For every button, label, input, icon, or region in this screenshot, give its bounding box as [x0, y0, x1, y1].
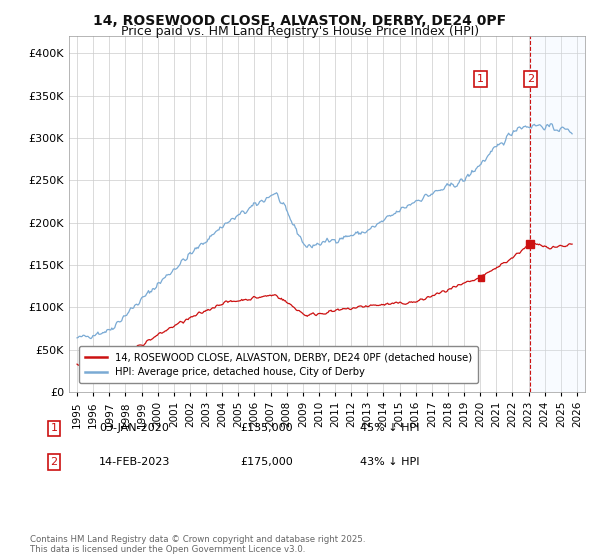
Text: £135,000: £135,000	[240, 423, 293, 433]
Text: Price paid vs. HM Land Registry's House Price Index (HPI): Price paid vs. HM Land Registry's House …	[121, 25, 479, 38]
Text: £175,000: £175,000	[240, 457, 293, 467]
Text: 03-JAN-2020: 03-JAN-2020	[99, 423, 169, 433]
Bar	[530, 36, 585, 392]
Text: 2: 2	[50, 457, 58, 467]
Text: 1: 1	[477, 74, 484, 84]
Text: 2: 2	[527, 74, 534, 84]
Legend: 14, ROSEWOOD CLOSE, ALVASTON, DERBY, DE24 0PF (detached house), HPI: Average pri: 14, ROSEWOOD CLOSE, ALVASTON, DERBY, DE2…	[79, 347, 478, 384]
Text: Contains HM Land Registry data © Crown copyright and database right 2025.
This d: Contains HM Land Registry data © Crown c…	[30, 535, 365, 554]
Text: 14-FEB-2023: 14-FEB-2023	[99, 457, 170, 467]
Text: 1: 1	[50, 423, 58, 433]
Text: 45% ↓ HPI: 45% ↓ HPI	[360, 423, 419, 433]
Text: 43% ↓ HPI: 43% ↓ HPI	[360, 457, 419, 467]
Text: 14, ROSEWOOD CLOSE, ALVASTON, DERBY, DE24 0PF: 14, ROSEWOOD CLOSE, ALVASTON, DERBY, DE2…	[94, 14, 506, 28]
